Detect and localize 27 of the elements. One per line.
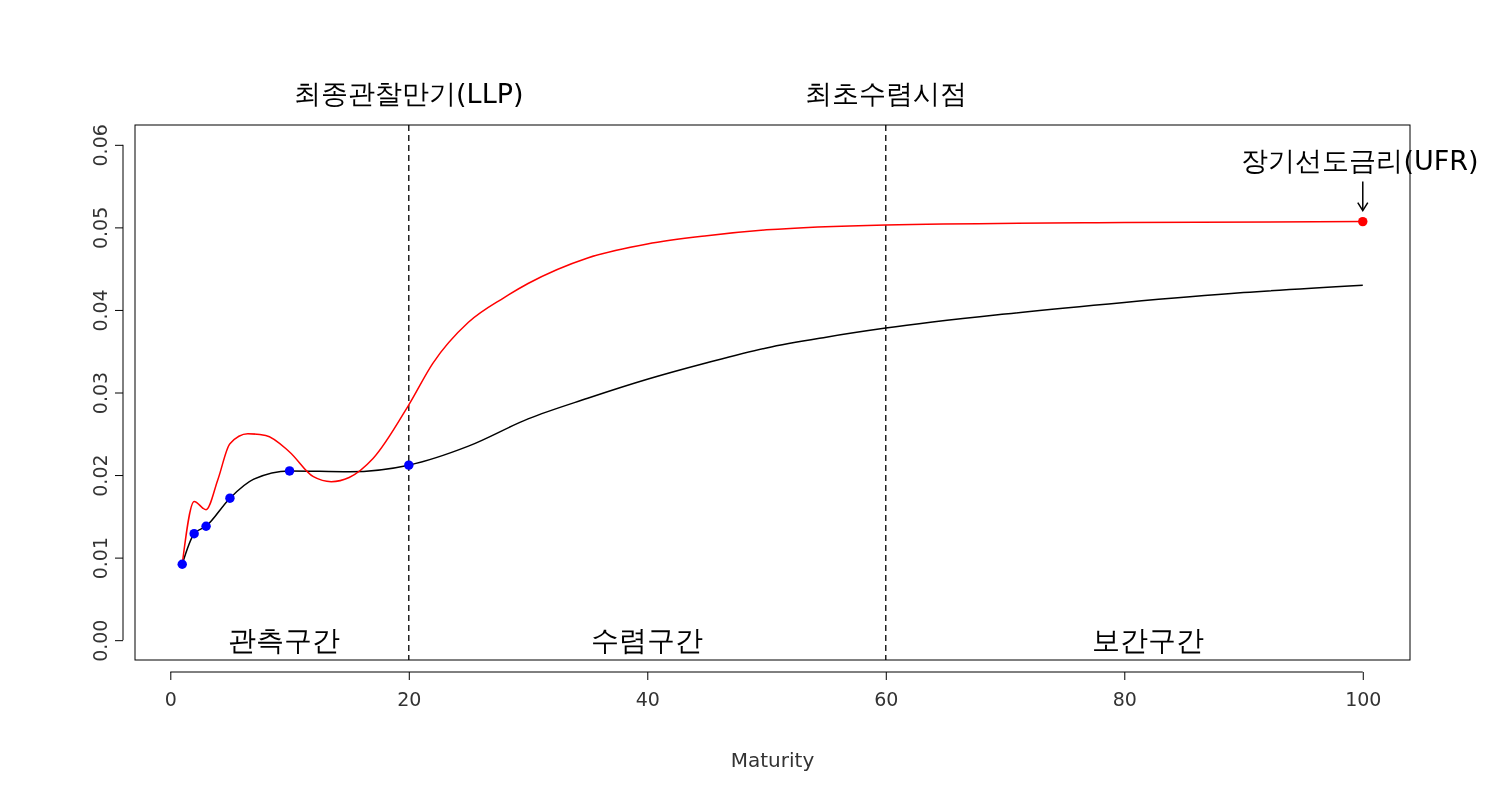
y-tick-label: 0.00 — [89, 619, 111, 662]
x-tick-label: 0 — [164, 687, 177, 710]
point — [284, 466, 295, 476]
annotation: 관측구간 — [227, 623, 340, 657]
y-tick-label: 0.04 — [89, 289, 111, 332]
y-tick-label: 0.06 — [89, 124, 111, 167]
point — [177, 559, 187, 569]
x-tick-label: 40 — [635, 687, 660, 710]
point — [201, 521, 211, 531]
annotation: 수렴구간 — [591, 623, 704, 657]
point — [189, 528, 199, 539]
annotation: 보간구간 — [1091, 623, 1204, 657]
point — [404, 460, 414, 470]
x-axis-title: Maturity — [730, 748, 815, 772]
point — [1358, 216, 1368, 227]
x-tick-label: 100 — [1345, 687, 1382, 710]
point — [225, 493, 235, 503]
y-tick-label: 0.01 — [89, 536, 111, 580]
x-tick-label: 60 — [874, 687, 899, 710]
y-tick-label: 0.03 — [89, 371, 111, 415]
annotation: 장기선도금리(UFR) — [1241, 144, 1479, 176]
x-tick-label: 80 — [1112, 687, 1137, 710]
y-tick-label: 0.05 — [89, 206, 111, 250]
y-tick-label: 0.02 — [89, 454, 111, 497]
ref-line-label: 최종관찰만기(LLP) — [294, 78, 524, 109]
ref-line-label: 최초수렴시점 — [804, 78, 967, 109]
x-tick-label: 20 — [397, 687, 422, 710]
